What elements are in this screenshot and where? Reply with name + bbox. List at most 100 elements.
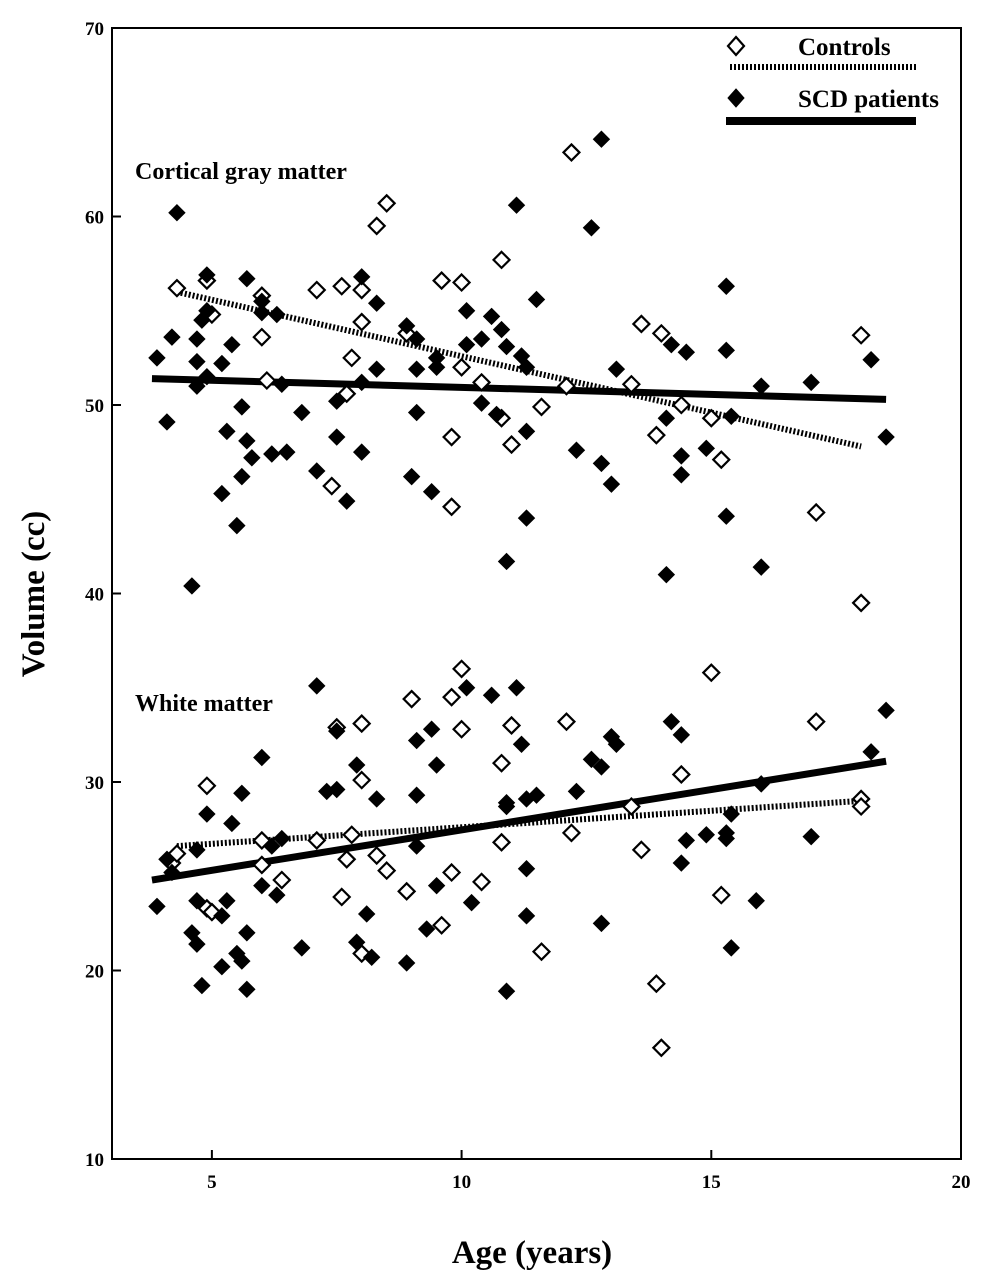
- control-point: [367, 216, 387, 236]
- scd-patient-point: [407, 837, 426, 855]
- annotation-white-matter: White matter: [135, 691, 273, 717]
- scd-patient-point: [293, 403, 311, 422]
- control-point: [342, 825, 362, 845]
- scd-patient-point: [213, 354, 231, 373]
- scd-patient-point: [507, 679, 526, 697]
- control-point: [352, 280, 372, 300]
- control-point: [561, 823, 582, 843]
- scd-patient-point: [263, 837, 281, 855]
- scd-patient-point: [223, 814, 241, 833]
- scd-patient-point: [457, 679, 476, 697]
- scd-patient-point: [457, 335, 476, 354]
- scd-patient-point: [233, 398, 251, 416]
- scd-patient-point: [752, 775, 770, 793]
- scd-patient-point: [862, 743, 880, 761]
- scd-patient-point: [517, 907, 536, 925]
- scd-patient-point: [802, 827, 820, 846]
- scd-patient-point: [567, 782, 586, 801]
- scd-patient-point: [422, 720, 441, 738]
- control-point: [272, 870, 292, 890]
- scd-patient-point: [657, 565, 676, 584]
- control-point: [671, 395, 691, 415]
- y-tick-label: 10: [85, 1150, 104, 1171]
- legend-label-scd-patients: SCD patients: [798, 86, 939, 113]
- control-point: [432, 915, 452, 935]
- control-point: [646, 974, 666, 994]
- scd-patient-point: [877, 428, 895, 446]
- scd-patient-point: [582, 219, 601, 237]
- legend-filled-diamond-marker: [727, 88, 745, 108]
- scd-patient-point: [223, 335, 241, 354]
- scd-patient-point: [517, 422, 536, 441]
- control-point: [556, 376, 577, 396]
- control-point: [472, 372, 492, 392]
- scd-patient-point: [802, 373, 820, 392]
- legend: Controls SCD patients: [726, 34, 939, 125]
- control-point: [472, 872, 492, 892]
- control-point: [621, 796, 641, 817]
- scd-patient-point: [482, 307, 501, 326]
- control-point: [501, 715, 522, 736]
- scd-patient-point: [213, 907, 231, 925]
- scd-patient-point: [273, 375, 291, 393]
- control-point: [851, 325, 871, 345]
- control-point: [252, 830, 272, 850]
- control-point: [621, 374, 641, 394]
- control-point: [646, 425, 666, 445]
- scd-patient-point: [198, 266, 216, 284]
- y-tick-label: 70: [85, 19, 104, 40]
- scd-patient-point: [877, 701, 895, 720]
- scd-patient-point: [592, 130, 611, 148]
- scd-patient-point: [228, 516, 246, 535]
- control-point: [452, 719, 472, 739]
- scd-patient-point: [198, 302, 216, 320]
- scd-patient-point: [747, 892, 765, 910]
- scd-patient-point: [188, 841, 206, 859]
- control-point: [701, 408, 721, 428]
- control-point: [307, 830, 327, 850]
- scd-patient-point: [233, 784, 251, 803]
- scd-patient-point: [407, 786, 426, 804]
- scd-patient-point: [367, 360, 386, 378]
- legend-open-diamond-marker: [726, 35, 746, 57]
- scd-patient-point: [602, 475, 621, 493]
- scd-patient-point: [517, 860, 536, 878]
- control-point: [501, 435, 522, 455]
- scd-patient-point: [752, 558, 770, 576]
- x-tick-label: 20: [952, 1172, 971, 1193]
- control-point: [432, 271, 452, 291]
- scd-patient-point: [457, 302, 476, 320]
- scd-patient-point: [482, 686, 501, 704]
- scd-patient-point: [672, 466, 691, 484]
- scd-patient-point: [367, 790, 386, 808]
- x-axis-ticks: 5 10 15 20: [207, 1150, 971, 1193]
- y-axis-ticks: 10 20 30 40 50 60 70: [85, 19, 121, 1171]
- control-point: [452, 659, 472, 679]
- scd-patient-point: [367, 294, 386, 312]
- control-point: [377, 861, 397, 881]
- scd-patient-point: [407, 360, 426, 378]
- scd-patient-point: [278, 443, 296, 461]
- scd-patient-point: [163, 863, 181, 882]
- scd-patient-point: [188, 892, 206, 910]
- scd-patient-point: [427, 756, 446, 774]
- control-point: [442, 497, 462, 517]
- control-point: [197, 776, 217, 796]
- control-point: [851, 796, 871, 817]
- scd-patient-point: [308, 462, 326, 480]
- scd-patient-point: [722, 407, 740, 426]
- scd-patient-point: [672, 447, 691, 465]
- scd-patient-point: [352, 443, 371, 461]
- scd-patient-point: [328, 722, 346, 740]
- scd-patient-point: [527, 786, 546, 804]
- x-axis-label: Age (years): [452, 1235, 612, 1271]
- scd-patient-point: [183, 577, 201, 595]
- scd-patient-point: [407, 330, 426, 348]
- scd-patient-point: [517, 509, 536, 527]
- x-tick-label: 5: [207, 1172, 217, 1193]
- control-point: [352, 312, 372, 332]
- scd-patient-point: [328, 780, 346, 799]
- legend-item-scd-patients: SCD patients: [726, 86, 939, 125]
- scd-patient-point: [253, 292, 271, 311]
